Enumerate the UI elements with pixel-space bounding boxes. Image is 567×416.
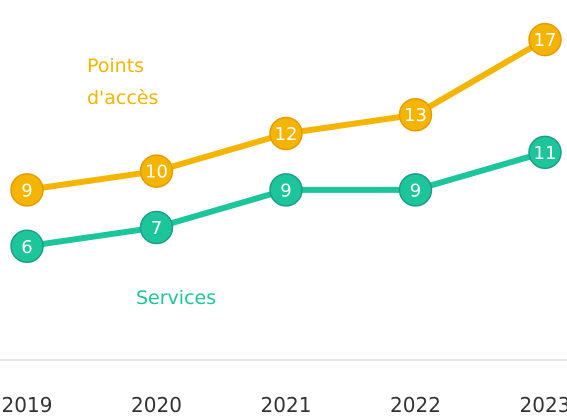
data-label: 13: [404, 105, 427, 126]
data-point: [269, 173, 303, 207]
data-point: [398, 173, 433, 207]
data-point: [10, 173, 44, 207]
data-point: [139, 210, 174, 245]
data-point: [139, 154, 174, 188]
data-point: [528, 135, 562, 170]
data-label: 7: [151, 218, 162, 239]
data-label: 11: [534, 143, 557, 164]
data-point: [269, 116, 303, 151]
x-tick-label: 2019: [2, 393, 53, 416]
x-tick-label: 2020: [131, 393, 182, 416]
series-label: Points d'accès: [87, 55, 159, 109]
data-label: 10: [145, 162, 168, 183]
data-label: 9: [410, 180, 421, 201]
x-tick-label: 2022: [390, 393, 441, 416]
x-tick-label: 2023: [520, 393, 567, 416]
data-label: 9: [280, 180, 291, 201]
data-point: [528, 22, 562, 57]
data-point: [398, 97, 433, 132]
data-label: 12: [275, 124, 298, 145]
data-label: 9: [21, 180, 32, 201]
series-label: Services: [136, 287, 217, 309]
data-point: [10, 229, 44, 264]
x-tick-label: 2021: [261, 393, 312, 416]
data-label: 17: [534, 30, 557, 51]
data-label: 6: [21, 237, 32, 258]
